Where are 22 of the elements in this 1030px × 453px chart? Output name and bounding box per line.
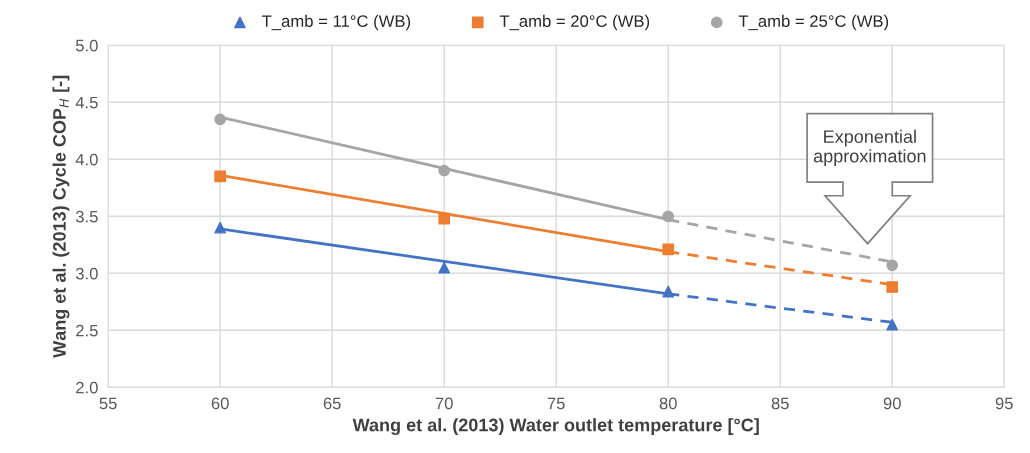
x-tick-label: 85 bbox=[771, 397, 789, 410]
x-tick-label: 80 bbox=[659, 397, 677, 410]
y-tick-label: 3.5 bbox=[75, 210, 98, 223]
legend-label: T_amb = 11°C (WB) bbox=[262, 14, 411, 31]
y-tick-label: 4.5 bbox=[75, 96, 98, 109]
y-axis-title: Wang et al. (2013) Cycle COP$_{H}$ [-] bbox=[52, 75, 70, 358]
y-tick-label: 2.0 bbox=[76, 381, 98, 394]
x-tick-label: 95 bbox=[995, 397, 1013, 410]
annotation: Exponential approximation bbox=[813, 129, 926, 167]
x-axis-title: Wang et al. (2013) Water outlet temperature [°C] bbox=[352, 418, 759, 436]
x-tick-label: 55 bbox=[99, 397, 117, 410]
x-tick-label: 90 bbox=[883, 397, 901, 410]
x-tick-label: 70 bbox=[435, 397, 453, 410]
y-tick-label: 3.0 bbox=[75, 267, 98, 280]
x-tick-label: 60 bbox=[211, 397, 229, 410]
y-tick-label: 2.5 bbox=[76, 324, 98, 337]
y-tick-label: 5.0 bbox=[75, 39, 98, 52]
x-tick-label: 65 bbox=[323, 397, 341, 410]
legend-label: T_amb = 25°C (WB) bbox=[738, 14, 889, 31]
legend-label: T_amb = 20°C (WB) bbox=[499, 14, 650, 31]
x-tick-label: 75 bbox=[547, 397, 565, 410]
y-tick-label: 4.0 bbox=[75, 153, 98, 166]
